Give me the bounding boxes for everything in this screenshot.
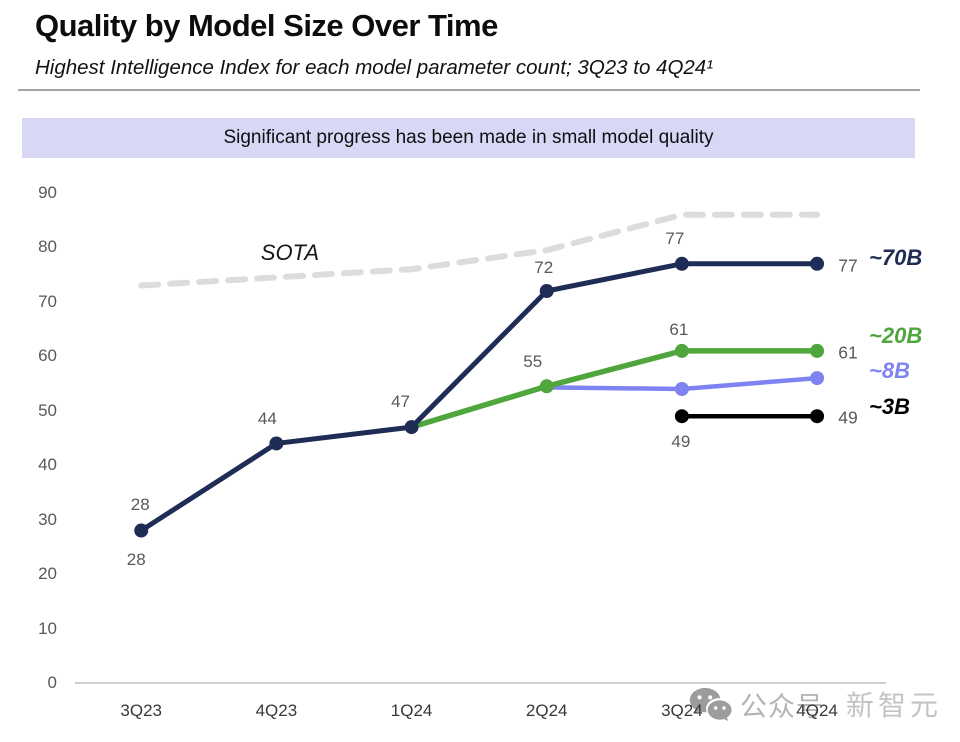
data-point-~70B-2Q24 [539,284,554,298]
data-point-~8B-4Q24 [810,371,825,386]
series-line-~70B [139,261,818,533]
data-point-~20B-4Q24 [810,343,825,358]
data-point-~20B-3Q24 [674,343,689,358]
page-subtitle: Highest Intelligence Index for each mode… [35,56,714,79]
key-message-banner: Significant progress has been made in sm… [22,118,915,158]
watermark: 公众号 新智元 [688,684,942,724]
watermark-brand: 新智元 [846,690,943,721]
data-point-~3B-3Q24 [674,409,689,424]
data-point-~70B-4Q24 [810,256,825,271]
data-point-~20B-2Q24 [539,379,554,394]
watermark-label: 公众号 [740,691,824,722]
data-point-~70B-3Q23 [134,523,149,538]
banner-text: Significant progress has been made in sm… [223,127,714,148]
data-point-~3B-4Q24 [810,409,825,424]
series-line-SOTA [138,211,821,289]
data-point-~8B-3Q24 [674,382,689,396]
data-point-~70B-3Q24 [674,256,689,271]
data-point-~70B-1Q24 [404,420,419,435]
page-title: Quality by Model Size Over Time [35,8,498,43]
header-divider [18,89,920,91]
series-line-~20B [410,348,818,430]
data-point-~70B-4Q23 [269,436,284,451]
wechat-icon [689,687,732,721]
